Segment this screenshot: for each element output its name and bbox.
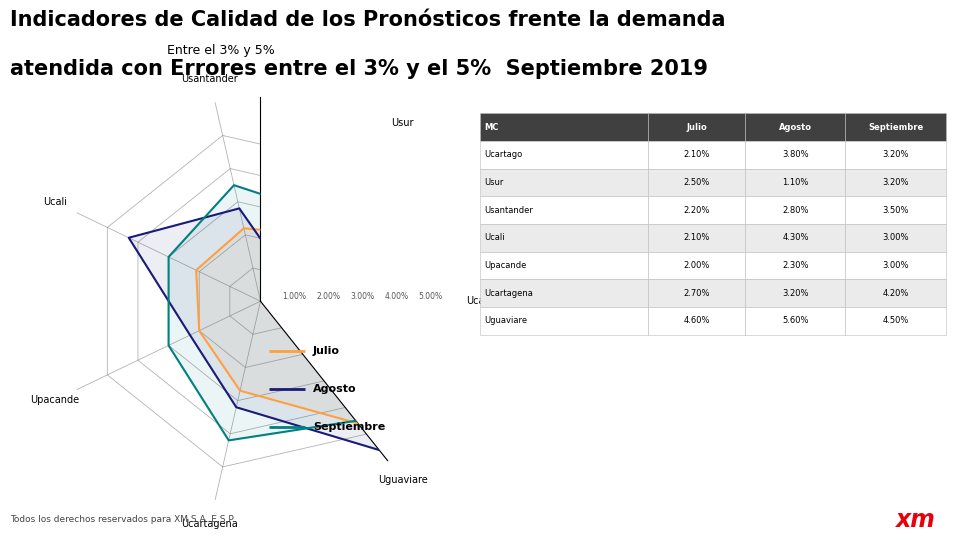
Text: Agosto: Agosto bbox=[313, 384, 356, 394]
Bar bbox=[648, 224, 745, 252]
Text: Usantander: Usantander bbox=[485, 206, 534, 215]
Text: Uguaviare: Uguaviare bbox=[485, 316, 528, 326]
Text: 3.20%: 3.20% bbox=[882, 151, 909, 159]
Bar bbox=[480, 307, 648, 335]
Bar bbox=[480, 168, 648, 197]
Text: Julio: Julio bbox=[313, 346, 340, 356]
Polygon shape bbox=[196, 228, 358, 423]
Bar bbox=[648, 307, 745, 335]
Bar bbox=[745, 197, 846, 224]
Bar bbox=[648, 113, 745, 141]
Bar bbox=[846, 197, 946, 224]
Text: 3.20%: 3.20% bbox=[782, 289, 808, 298]
Text: 2.20%: 2.20% bbox=[684, 206, 709, 215]
Text: 2.50%: 2.50% bbox=[684, 178, 709, 187]
Text: 4.60%: 4.60% bbox=[684, 316, 709, 326]
Text: 2.10%: 2.10% bbox=[684, 151, 709, 159]
Text: Agosto: Agosto bbox=[779, 123, 812, 132]
Bar bbox=[846, 280, 946, 307]
Text: 2.00%: 2.00% bbox=[317, 292, 341, 301]
Text: 3.20%: 3.20% bbox=[882, 178, 909, 187]
Bar bbox=[480, 197, 648, 224]
Text: Usur: Usur bbox=[485, 178, 504, 187]
Bar bbox=[745, 280, 846, 307]
Text: Upacande: Upacande bbox=[485, 261, 527, 270]
Text: Indicadores de Calidad de los Pronósticos frente la demanda: Indicadores de Calidad de los Pronóstico… bbox=[10, 10, 725, 30]
Text: 5.60%: 5.60% bbox=[782, 316, 808, 326]
Text: Septiembre: Septiembre bbox=[868, 123, 924, 132]
Text: Todos los derechos reservados para XM S.A. E.S.P.: Todos los derechos reservados para XM S.… bbox=[10, 515, 235, 524]
Polygon shape bbox=[129, 208, 390, 450]
Text: 4.50%: 4.50% bbox=[882, 316, 909, 326]
Text: 3.80%: 3.80% bbox=[782, 151, 808, 159]
Bar bbox=[745, 252, 846, 280]
Bar bbox=[745, 113, 846, 141]
Text: 4.00%: 4.00% bbox=[384, 292, 409, 301]
Bar bbox=[846, 252, 946, 280]
Bar bbox=[846, 307, 946, 335]
Bar bbox=[648, 280, 745, 307]
Text: 2.80%: 2.80% bbox=[782, 206, 808, 215]
Text: 4.30%: 4.30% bbox=[782, 233, 808, 242]
Bar bbox=[846, 224, 946, 252]
Text: Ucali: Ucali bbox=[485, 233, 505, 242]
Bar bbox=[745, 141, 846, 168]
Text: MC: MC bbox=[485, 123, 499, 132]
Text: atendida con Errores entre el 3% y el 5%  Septiembre 2019: atendida con Errores entre el 3% y el 5%… bbox=[10, 59, 708, 79]
Bar bbox=[648, 168, 745, 197]
Text: 3.50%: 3.50% bbox=[882, 206, 909, 215]
Bar bbox=[846, 168, 946, 197]
Text: Septiembre: Septiembre bbox=[313, 422, 385, 431]
Text: xm: xm bbox=[896, 508, 936, 532]
Text: 3.00%: 3.00% bbox=[882, 261, 909, 270]
Bar bbox=[480, 280, 648, 307]
Text: 1.00%: 1.00% bbox=[282, 292, 306, 301]
Text: Julio: Julio bbox=[686, 123, 707, 132]
Text: 5.00%: 5.00% bbox=[419, 292, 443, 301]
Bar bbox=[480, 141, 648, 168]
Text: 4.20%: 4.20% bbox=[882, 289, 909, 298]
Text: Ucartagena: Ucartagena bbox=[485, 289, 534, 298]
Text: 3.00%: 3.00% bbox=[882, 233, 909, 242]
Bar bbox=[745, 224, 846, 252]
Bar bbox=[648, 197, 745, 224]
Text: Ucartago: Ucartago bbox=[485, 151, 523, 159]
Text: 1.10%: 1.10% bbox=[782, 178, 808, 187]
Bar bbox=[648, 141, 745, 168]
Bar bbox=[480, 224, 648, 252]
Text: 2.00%: 2.00% bbox=[684, 261, 709, 270]
Text: 2.10%: 2.10% bbox=[684, 233, 709, 242]
Polygon shape bbox=[169, 185, 370, 441]
Text: 2.30%: 2.30% bbox=[782, 261, 808, 270]
Bar bbox=[745, 168, 846, 197]
Text: 2.70%: 2.70% bbox=[684, 289, 709, 298]
Title: Entre el 3% y 5%: Entre el 3% y 5% bbox=[167, 44, 275, 57]
Bar bbox=[846, 113, 946, 141]
Bar bbox=[480, 252, 648, 280]
Bar bbox=[846, 141, 946, 168]
Text: 3.00%: 3.00% bbox=[350, 292, 374, 301]
Bar bbox=[480, 113, 648, 141]
Bar bbox=[648, 252, 745, 280]
Bar bbox=[745, 307, 846, 335]
